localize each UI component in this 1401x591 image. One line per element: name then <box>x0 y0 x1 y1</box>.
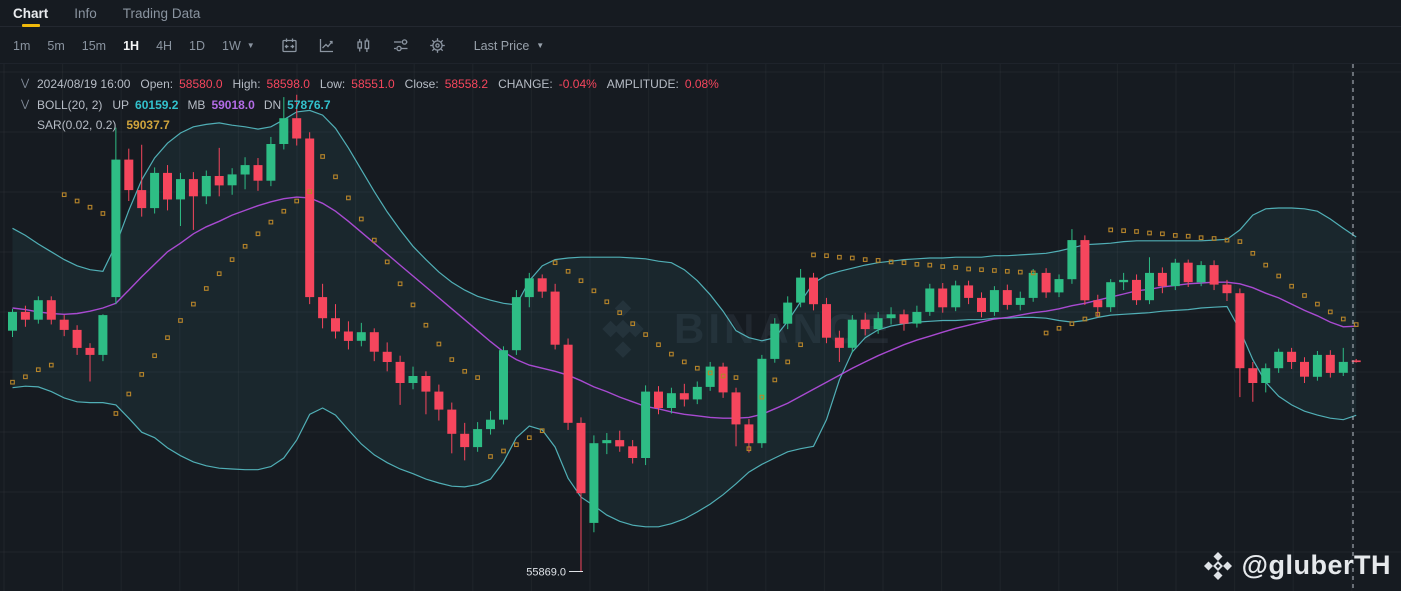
interval-1h[interactable]: 1H <box>123 38 140 53</box>
boll-mb-label: MB <box>187 97 206 112</box>
interval-4h[interactable]: 4H <box>156 38 173 53</box>
high-label: High: <box>232 77 261 91</box>
interval-5m[interactable]: 5m <box>47 38 65 53</box>
date-range-calendar-icon[interactable] <box>281 37 298 54</box>
amplitude-value: 0.08% <box>684 77 719 91</box>
ohlc-legend-row: ⋁ 2024/08/19 16:00 Open: 58580.0 High: 5… <box>21 74 729 95</box>
close-value: 58558.2 <box>444 77 489 91</box>
open-value: 58580.0 <box>179 77 223 91</box>
candlestick-chart-icon[interactable] <box>355 37 372 54</box>
interval-1w[interactable]: 1W <box>222 38 241 53</box>
collapse-chevron-icon[interactable]: ⋁ <box>21 78 30 89</box>
boll-legend-row: ⋁ BOLL(20, 2) UP 60159.2 MB 59018.0 DN 5… <box>21 95 729 116</box>
boll-dn-value: 57876.7 <box>287 97 331 112</box>
low-label: Low: <box>319 77 346 91</box>
change-value: -0.04% <box>558 77 597 91</box>
low-value: 58551.0 <box>351 77 395 91</box>
high-value: 58598.0 <box>266 77 310 91</box>
sar-value: 59037.7 <box>126 118 170 132</box>
amplitude-label: AMPLITUDE: <box>606 77 679 91</box>
toolbar-icons <box>281 37 446 54</box>
interval-1d[interactable]: 1D <box>189 38 206 53</box>
boll-up-value: 60159.2 <box>135 97 179 112</box>
boll-up-label: UP <box>112 97 130 112</box>
tab-chart-label: Chart <box>13 5 49 21</box>
indicator-settings-icon[interactable] <box>392 37 409 54</box>
tab-info-label: Info <box>74 5 97 21</box>
chevron-down-icon: ▼ <box>536 41 545 50</box>
top-tab-bar: Chart Info Trading Data <box>0 0 1401 27</box>
sar-indicator-name: SAR(0.02, 0.2) <box>37 118 117 132</box>
open-label: Open: <box>140 77 174 91</box>
candle-datetime: 2024/08/19 16:00 <box>37 77 131 91</box>
interval-selector: 1m 5m 15m 1H 4H 1D 1W <box>13 39 241 53</box>
line-chart-icon[interactable] <box>318 37 335 54</box>
chart-toolbar: 1m 5m 15m 1H 4H 1D 1W ▼ <box>0 28 1401 64</box>
price-source-label: Last Price <box>473 38 530 53</box>
tab-info[interactable]: Info <box>74 0 97 27</box>
tab-trading-data[interactable]: Trading Data <box>123 0 201 27</box>
close-label: Close: <box>404 77 439 91</box>
interval-dropdown-icon[interactable]: ▼ <box>246 41 255 50</box>
boll-dn-label: DN <box>263 97 282 112</box>
svg-text:55869.0: 55869.0 <box>526 567 566 579</box>
sar-legend-row: SAR(0.02, 0.2) 59037.7 <box>21 115 729 136</box>
chart-legend: ⋁ 2024/08/19 16:00 Open: 58580.0 High: 5… <box>21 74 729 136</box>
interval-1m[interactable]: 1m <box>13 38 31 53</box>
tab-trading-data-label: Trading Data <box>122 5 201 21</box>
credit-handle: @gluberTH <box>1241 550 1391 580</box>
settings-gear-icon[interactable] <box>429 37 446 54</box>
change-label: CHANGE: <box>498 77 553 91</box>
credit-badge: @gluberTH <box>1203 550 1391 581</box>
boll-mb-value: 59018.0 <box>211 97 255 112</box>
binance-logo-icon <box>1203 551 1232 580</box>
price-source-dropdown[interactable]: Last Price ▼ <box>474 39 545 53</box>
interval-15m[interactable]: 15m <box>81 38 107 53</box>
boll-indicator-name: BOLL(20, 2) <box>37 97 103 112</box>
tab-chart[interactable]: Chart <box>13 0 48 27</box>
collapse-chevron-icon[interactable]: ⋁ <box>21 98 30 110</box>
